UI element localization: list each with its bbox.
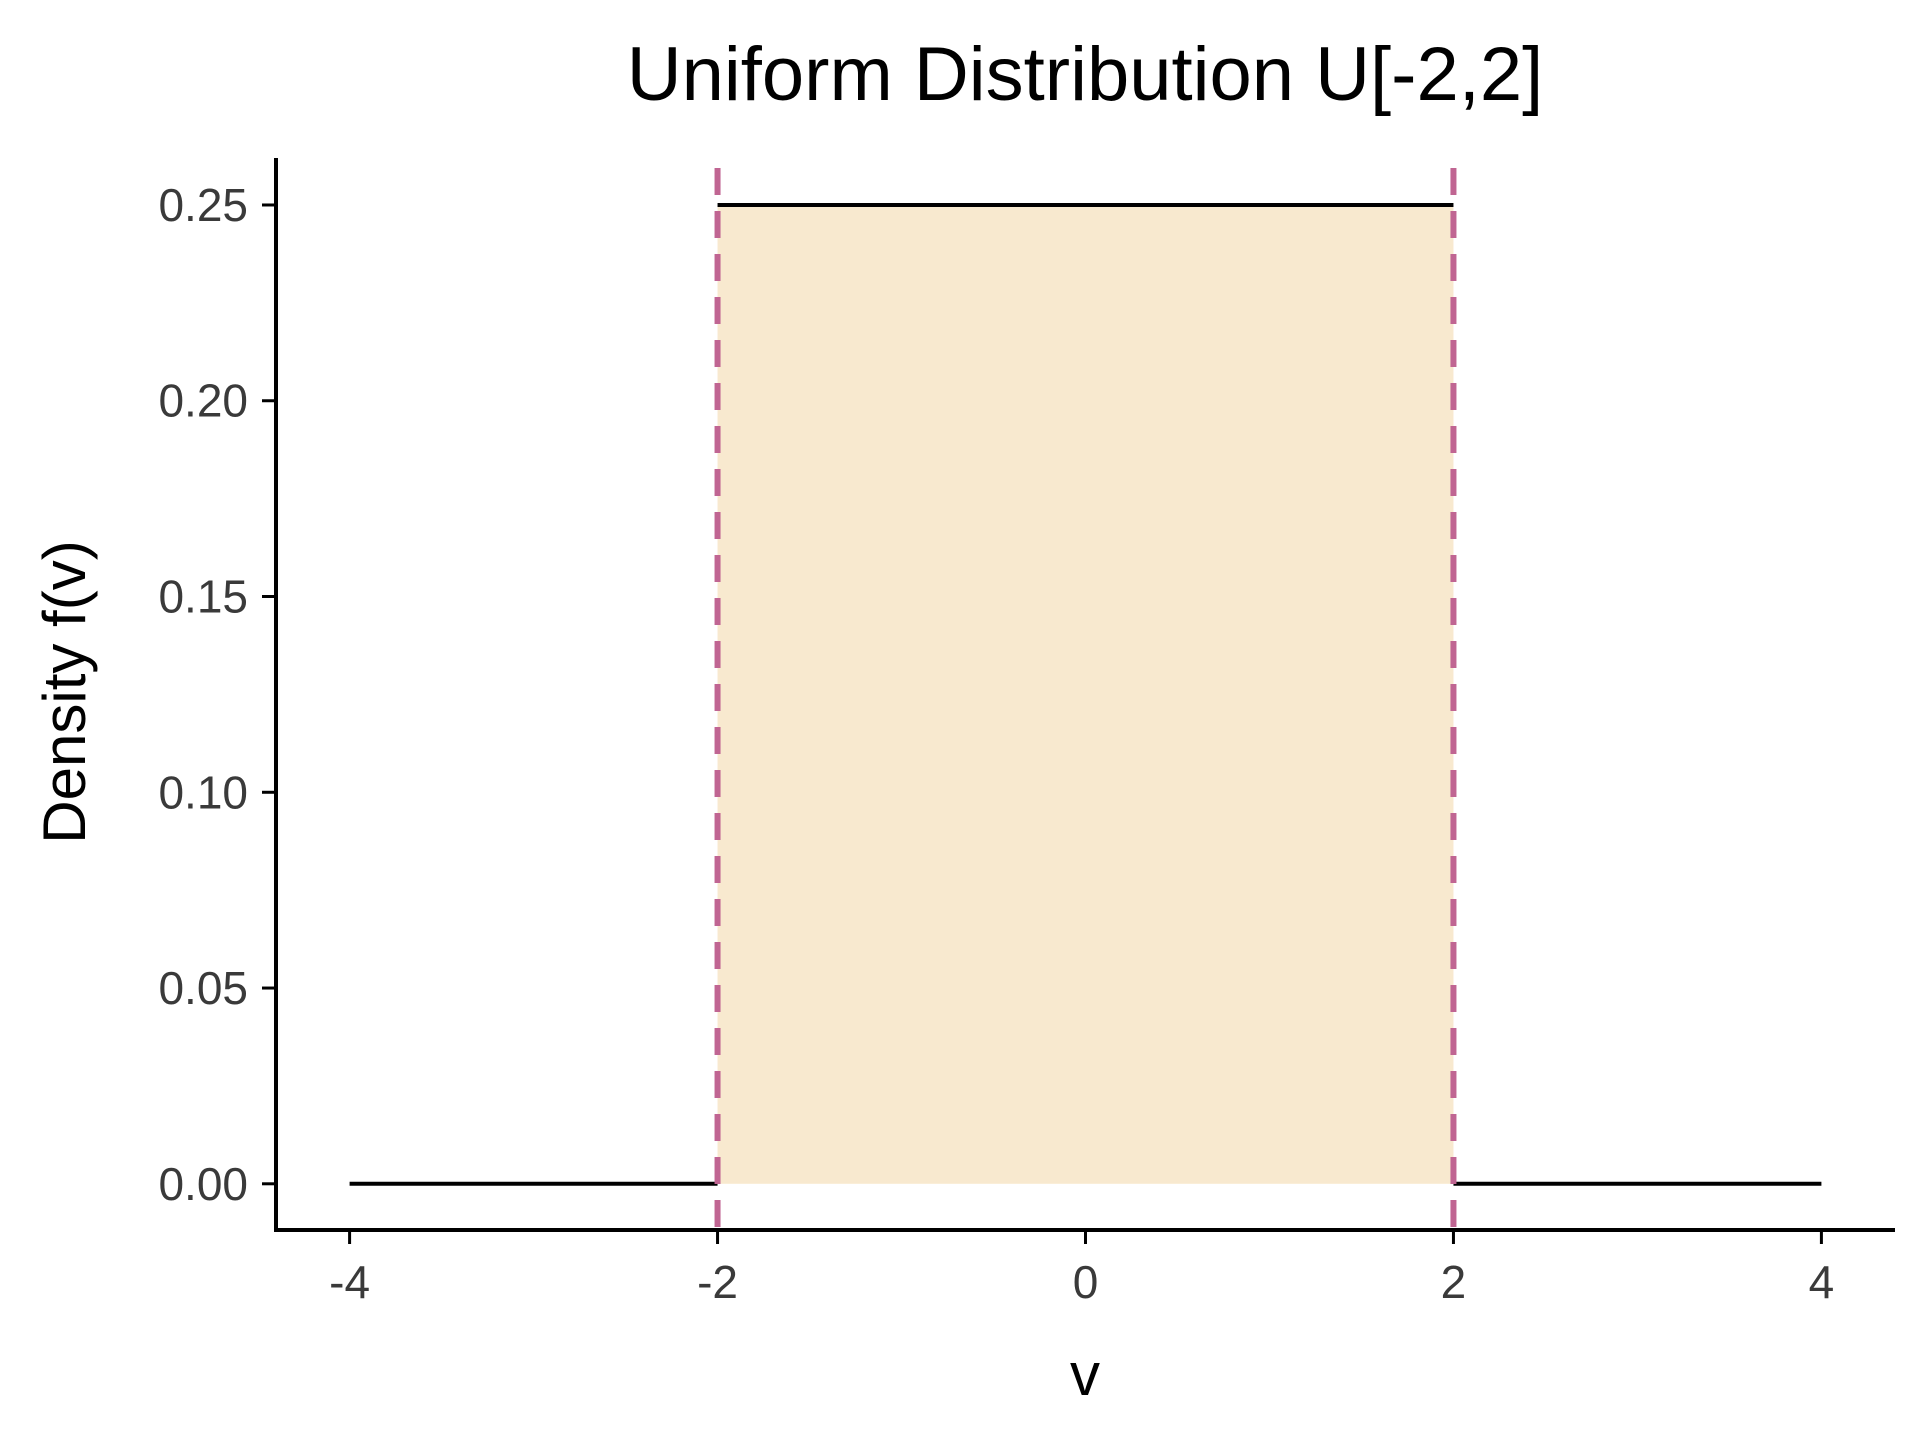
x-tick-label: -4 [329,1256,370,1308]
y-tick-label: 0.10 [158,766,248,818]
y-tick-label: 0.25 [158,179,248,231]
shaded-region [717,204,1454,1184]
plot-area [349,168,1822,1230]
x-tick-label: 2 [1441,1256,1467,1308]
x-tick-label: 4 [1809,1256,1835,1308]
x-axis-label: v [1070,1341,1100,1408]
x-tick-label: 0 [1073,1256,1099,1308]
y-tick-label: 0.20 [158,375,248,427]
y-axis-label: Density f(v) [31,540,98,843]
x-tick-label: -2 [697,1256,738,1308]
ticks: -4 -2 0 2 4 0.00 0.05 0.10 0.15 0.20 0.25 [158,179,1834,1308]
y-tick-label: 0.15 [158,571,248,623]
y-tick-label: 0.00 [158,1158,248,1210]
chart-title: Uniform Distribution U[-2,2] [627,32,1544,117]
y-tick-label: 0.05 [158,962,248,1014]
